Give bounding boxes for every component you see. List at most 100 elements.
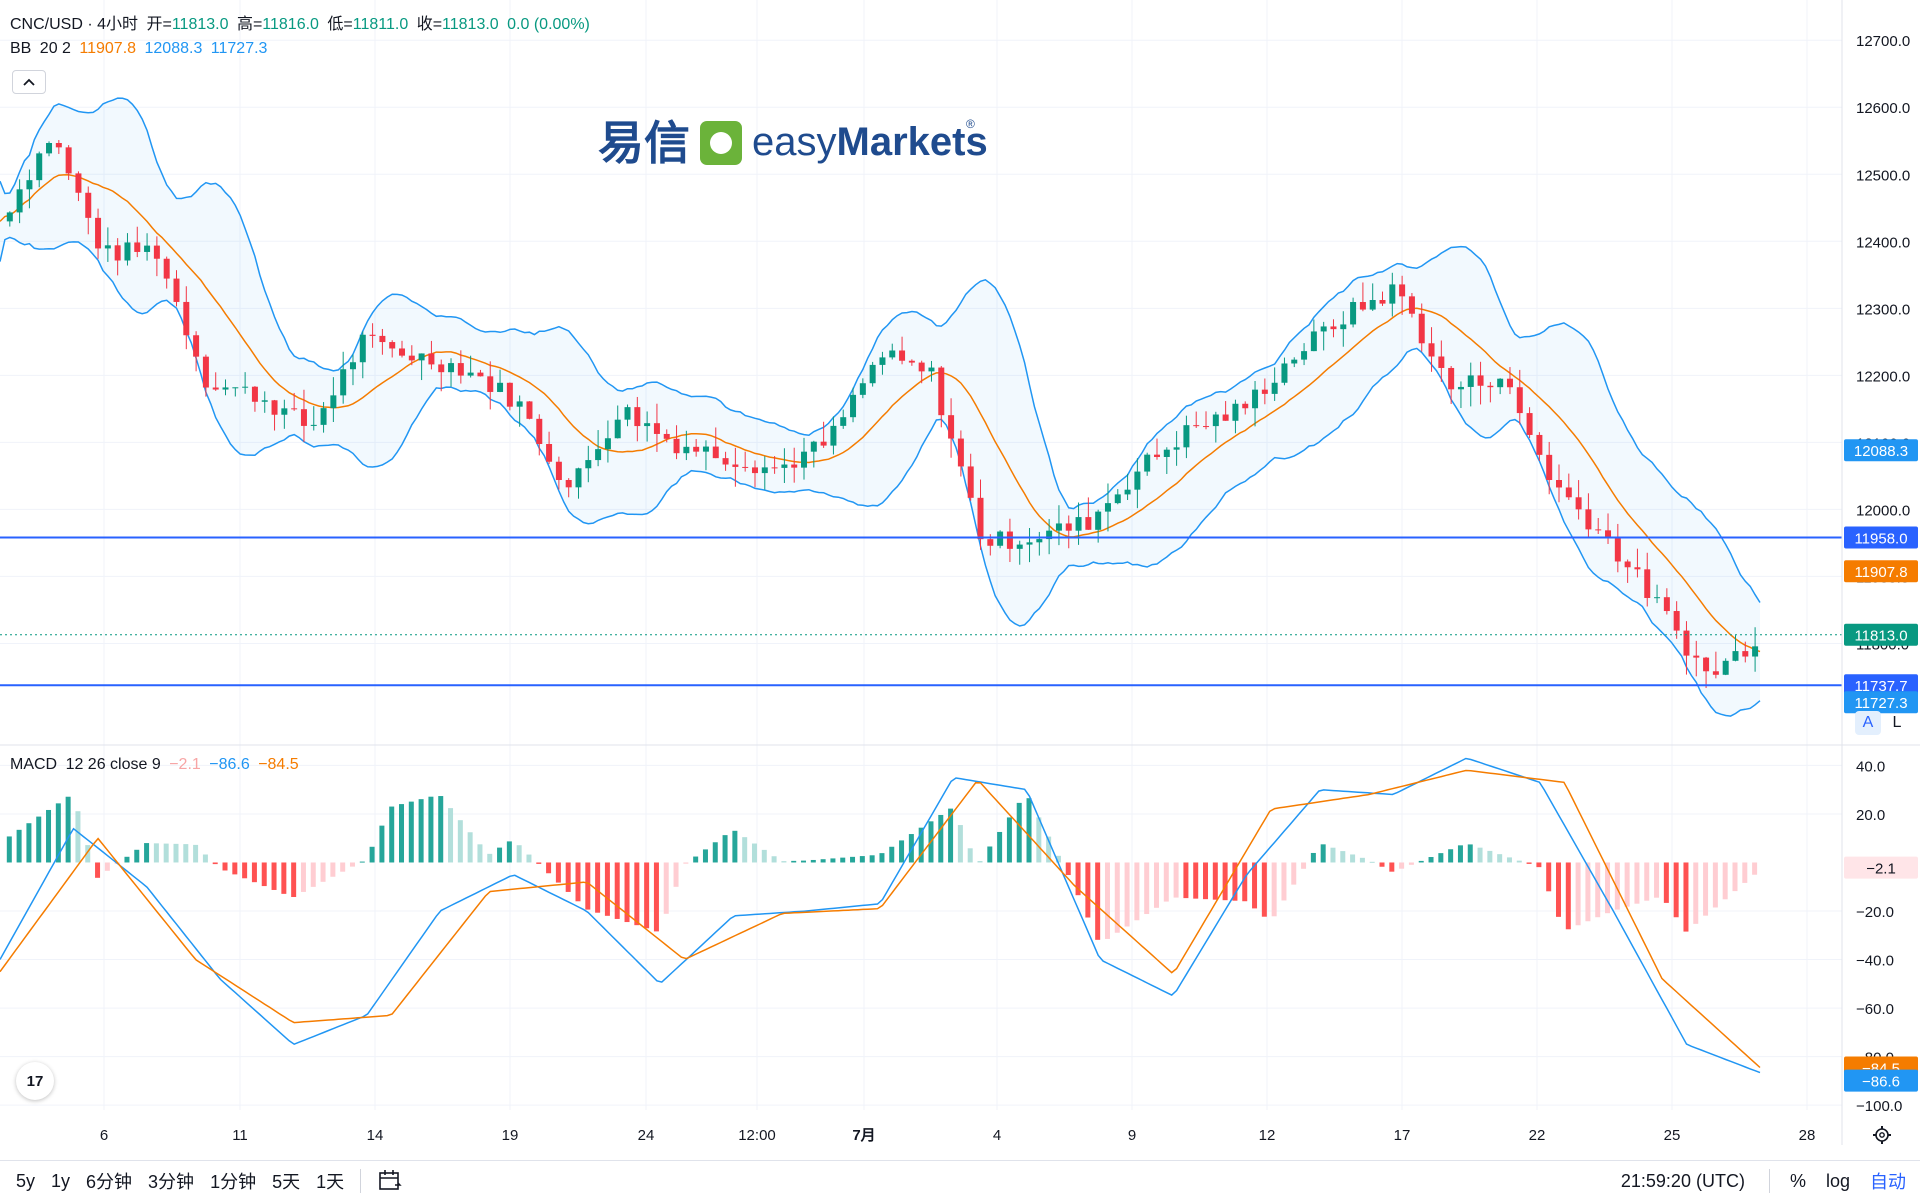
histogram-bar (516, 845, 522, 863)
histogram-bar (899, 840, 905, 863)
timeframe-5y[interactable]: 5y (16, 1170, 36, 1191)
histogram-bar (124, 856, 130, 863)
candle-body (1712, 671, 1719, 675)
price-badge-label: −86.6 (1862, 1074, 1900, 1091)
histogram-bar (408, 801, 414, 863)
histogram-bar (1546, 862, 1552, 892)
time-label: 9 (1128, 1127, 1136, 1144)
candle-body (1222, 414, 1229, 421)
bollinger-upper-line (0, 97, 1761, 603)
bb-legend[interactable]: BB 20 2 11907.8 12088.3 11727.3 (10, 40, 271, 58)
price-tick-label: 12600.0 (1856, 100, 1910, 117)
macd-tick-label: 20.0 (1856, 807, 1885, 824)
candle-body (575, 468, 582, 488)
candle-body (751, 467, 758, 474)
candle-body (369, 334, 376, 336)
histogram-bar (1379, 862, 1385, 867)
time-axis[interactable]: 6 11 14 19 24 12:00 7月 4 9 12 17 22 25 28 (100, 1127, 1816, 1144)
candle-body (1085, 517, 1092, 530)
price-axis[interactable]: 12700.0 12600.0 12500.0 12400.0 12300.0 12200… (1856, 33, 1910, 653)
histogram-bar (683, 862, 689, 864)
macd-tick-label: −60.0 (1856, 1001, 1894, 1018)
candle-body (222, 387, 229, 390)
candle-body (114, 245, 121, 261)
chart-canvas[interactable]: 12700.0 12600.0 12500.0 12400.0 12300.0 12200… (0, 0, 1920, 1160)
clock-time[interactable]: 21:59:20 (UTC) (1620, 1170, 1745, 1191)
histogram-bar (1183, 862, 1189, 899)
candle-body (281, 408, 288, 415)
timeframe-6m[interactable]: 6分钟 (86, 1172, 133, 1192)
histogram-bar (1310, 852, 1316, 863)
settings-gear-icon[interactable] (1870, 1123, 1894, 1147)
timeframe-5d[interactable]: 5天 (272, 1172, 301, 1192)
log-scale-button[interactable]: L (1892, 714, 1902, 731)
auto-toggle[interactable]: 自动 (1870, 1172, 1906, 1192)
timeframe-3m[interactable]: 3分钟 (148, 1172, 195, 1192)
timeframe-1y[interactable]: 1y (51, 1170, 71, 1191)
price-tick-label: 12300.0 (1856, 301, 1910, 318)
histogram-bar (1732, 862, 1738, 892)
candle-body (1555, 480, 1562, 488)
bb-lower-value: 11727.3 (210, 40, 268, 57)
macd-tick-label: −100.0 (1856, 1098, 1902, 1115)
histogram-bar (1291, 862, 1297, 885)
timeframe-1m[interactable]: 1分钟 (210, 1172, 257, 1192)
candle-body (251, 386, 258, 402)
histogram-bar (1742, 862, 1748, 883)
histogram-bar (1477, 847, 1483, 863)
price-badge-label: 11727.3 (1854, 695, 1907, 712)
price-badge: 12088.3 (1844, 439, 1918, 462)
percent-toggle[interactable]: % (1789, 1170, 1806, 1191)
histogram-bar (859, 856, 865, 863)
signal-line (0, 769, 1761, 1069)
histogram-bar (702, 849, 708, 863)
time-label: 12:00 (738, 1127, 776, 1144)
histogram-bar (1565, 862, 1571, 930)
candle-body (653, 423, 660, 434)
histogram-bar (477, 844, 483, 863)
candle-body (1389, 284, 1396, 304)
candle-body (1418, 313, 1425, 344)
symbol-title[interactable]: CNC/USD · 4小时 (10, 16, 139, 33)
candle-body (1046, 530, 1053, 540)
log-toggle[interactable]: log (1825, 1170, 1850, 1191)
candle-body (918, 362, 925, 372)
histogram-bar (810, 859, 816, 863)
time-label: 4 (993, 1127, 1001, 1144)
candle-body (801, 451, 808, 468)
goto-date-calendar-icon[interactable] (377, 1168, 403, 1194)
histogram-bar (291, 862, 297, 898)
bottom-toolbar: 5y 1y 6分钟 3分钟 1分钟 5天 1天 21:59:20 (UTC) %… (0, 1160, 1920, 1201)
candle-body (85, 192, 92, 218)
candle-body (261, 400, 268, 402)
candle-body (1369, 300, 1376, 310)
tradingview-logo-icon[interactable]: 17 (16, 1062, 54, 1100)
candle-body (448, 363, 455, 373)
histogram-bar (1055, 855, 1061, 863)
price-badge: 11813.0 (1844, 623, 1918, 646)
histogram-bar (1487, 850, 1493, 863)
watermark-brand-light: easy (752, 120, 837, 164)
price-badge: 11907.8 (1844, 560, 1918, 583)
collapse-legend-button[interactable] (12, 70, 46, 94)
candle-body (1310, 331, 1317, 352)
auto-scale-button[interactable]: A (1855, 711, 1881, 735)
histogram-bar (330, 862, 336, 877)
price-badge-bg (1844, 439, 1918, 462)
bb-name: BB (10, 40, 32, 57)
histogram-bar (1173, 862, 1179, 898)
price-badge-label: 11907.8 (1854, 564, 1907, 581)
histogram-bar (781, 861, 787, 863)
macd-legend[interactable]: MACD 12 26 close 9 −2.1 −86.6 −84.5 (10, 756, 303, 774)
candle-body (1350, 302, 1357, 325)
histogram-bar (742, 837, 748, 863)
timeframe-1d[interactable]: 1天 (316, 1172, 345, 1192)
histogram-bar (1242, 862, 1248, 902)
histogram-bar (506, 841, 512, 863)
macd-axis[interactable]: 40.020.0−20.0−40.0−60.0−80.0−100.0 (1856, 758, 1902, 1115)
macd-hist-value: −2.1 (169, 756, 201, 773)
histogram-bar (1065, 862, 1071, 876)
candle-body (506, 382, 513, 407)
histogram-bar (1457, 845, 1463, 863)
price-tick-label: 12700.0 (1856, 33, 1910, 50)
